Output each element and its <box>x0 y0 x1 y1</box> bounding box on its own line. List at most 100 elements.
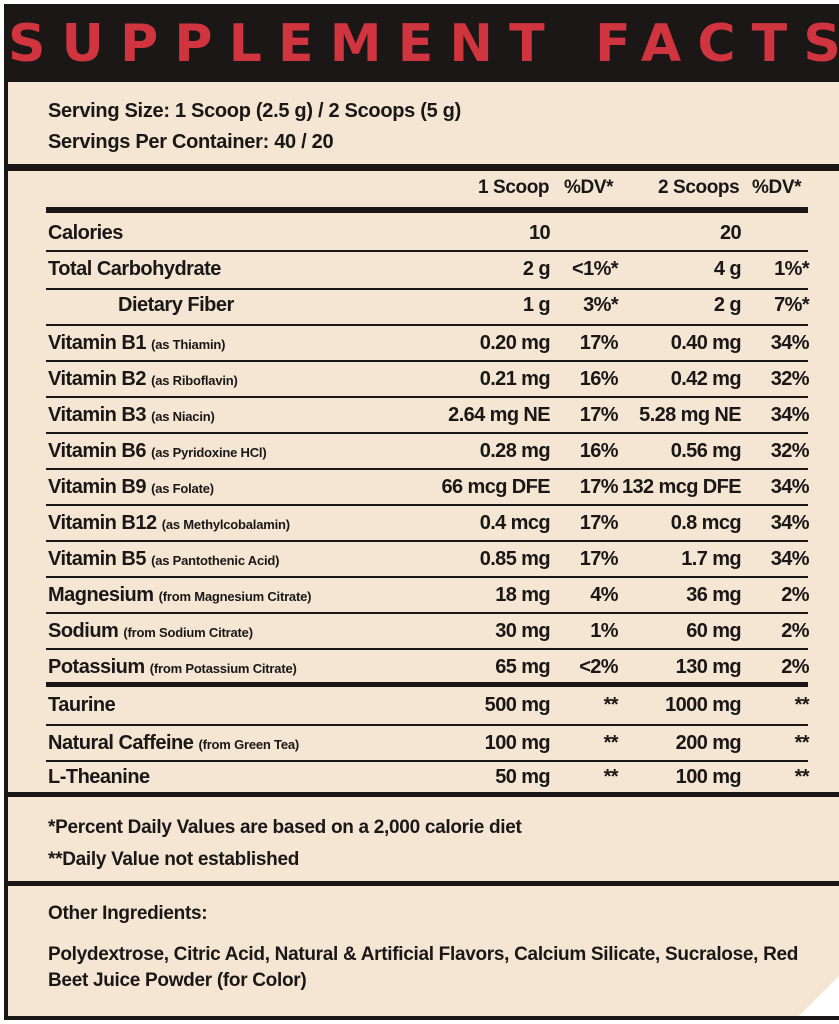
amount-cell: 0.42 mg <box>670 368 742 390</box>
amount-cell: 18 mg <box>495 584 550 606</box>
amount-cell: 2 g <box>522 258 551 280</box>
amount-cell: 0.21 mg <box>479 368 551 390</box>
nutrient-name: Vitamin B6 (as Pyridoxine HCl) <box>48 440 267 463</box>
dv-cell: ** <box>794 694 810 716</box>
amount-cell: 0.40 mg <box>670 332 742 354</box>
table-row: Vitamin B2 (as Riboflavin) 0.21 mg 16% 0.42… <box>46 362 810 398</box>
amount-cell: 4 g <box>713 258 742 280</box>
amount-cell: 30 mg <box>495 620 550 642</box>
column-header-dv-two: %DV* <box>752 177 802 198</box>
dv-cell: ** <box>794 766 810 788</box>
table-row: Calories 10 20 <box>46 216 808 252</box>
table-row: Total Carbohydrate 2 g <1%* 4 g 1%* <box>46 254 810 290</box>
dv-cell: 17% <box>579 476 619 498</box>
dv-cell: 34% <box>770 476 810 498</box>
nutrient-label: Vitamin B12 <box>48 512 157 534</box>
header-divider <box>46 207 808 213</box>
dv-cell: 16% <box>579 368 619 390</box>
dv-cell: 34% <box>770 548 810 570</box>
amount-cell: 50 mg <box>495 766 550 788</box>
nutrient-source: (as Pantothenic Acid) <box>151 553 280 568</box>
dv-cell: 17% <box>579 512 619 534</box>
thick-divider <box>8 164 839 171</box>
dv-footnote: *Percent Daily Values are based on a 2,0… <box>48 817 522 838</box>
amount-cell: 100 mg <box>484 732 551 754</box>
amount-cell: 65 mg <box>495 656 550 678</box>
dv-cell: 34% <box>770 404 810 426</box>
nutrient-name: Taurine <box>48 694 116 717</box>
dv-cell: ** <box>603 694 619 716</box>
nutrient-source: (from Green Tea) <box>198 737 300 752</box>
amount-cell: 2.64 mg NE <box>448 404 550 426</box>
nutrient-source: (as Pyridoxine HCl) <box>151 445 267 460</box>
dv-cell: ** <box>603 732 619 754</box>
nutrient-name: Calories <box>48 222 123 245</box>
column-header-dv-one: %DV* <box>564 177 614 198</box>
nutrient-name: Vitamin B9 (as Folate) <box>48 476 214 499</box>
dv-cell: 32% <box>770 440 810 462</box>
nutrient-name: Potassium (from Potassium Citrate) <box>48 656 297 679</box>
dv-cell: 2% <box>781 584 809 606</box>
footnotes: *Percent Daily Values are based on a 2,0… <box>48 812 522 876</box>
dv-cell: 4% <box>590 584 618 606</box>
dv-cell: ** <box>794 732 810 754</box>
dv-cell: 32% <box>770 368 810 390</box>
page-title: SUPPLEMENT FACTS <box>8 14 839 74</box>
nutrient-name: Vitamin B12 (as Methylcobalamin) <box>48 512 290 535</box>
dv-cell: ** <box>603 766 619 788</box>
serving-size: Serving Size: 1 Scoop (2.5 g) / 2 Scoops… <box>48 100 461 122</box>
dv-cell: 1%* <box>774 258 809 280</box>
thick-divider <box>8 881 839 886</box>
dv-cell: 3%* <box>583 294 618 316</box>
servings-per-container: Servings Per Container: 40 / 20 <box>48 131 334 153</box>
other-ingredients: Other Ingredients: Polydextrose, Citric … <box>48 902 808 994</box>
amount-cell: 0.28 mg <box>479 440 551 462</box>
nutrient-source: (as Folate) <box>151 481 214 496</box>
nutrient-label: Total Carbohydrate <box>48 258 221 280</box>
nutrient-source: (as Niacin) <box>151 409 215 424</box>
thick-divider <box>46 682 808 687</box>
dv-cell: 7%* <box>774 294 809 316</box>
nutrient-label: Taurine <box>48 694 116 716</box>
nutrient-label: Potassium <box>48 656 145 678</box>
amount-cell: 1000 mg <box>665 694 741 716</box>
nutrient-source: (as Methylcobalamin) <box>161 517 290 532</box>
nutrient-source: (as Riboflavin) <box>151 373 238 388</box>
supplement-facts-label: SUPPLEMENT FACTS Serving Size: 1 Scoop (… <box>4 4 839 1020</box>
amount-cell: 1 g <box>522 294 551 316</box>
table-row: Vitamin B3 (as Niacin) 2.64 mg NE 17% 5.28 … <box>46 398 810 434</box>
table-row: Taurine 500 mg ** 1000 mg ** <box>46 690 810 726</box>
amount-cell: 20 <box>719 222 742 244</box>
table-row: Vitamin B12 (as Methylcobalamin) 0.4 mcg 1… <box>46 506 810 542</box>
dv-cell: <2% <box>579 656 618 678</box>
nutrient-label: Vitamin B1 <box>48 332 147 354</box>
nutrient-name: Sodium (from Sodium Citrate) <box>48 620 253 643</box>
dv-cell: 2% <box>781 620 809 642</box>
dv-cell: 34% <box>770 332 810 354</box>
amount-cell: 100 mg <box>675 766 742 788</box>
table-row: Sodium (from Sodium Citrate) 30 mg 1% 60 mg… <box>46 614 810 650</box>
column-header-two-scoops: 2 Scoops <box>658 177 740 198</box>
amount-cell: 500 mg <box>484 694 551 716</box>
table-row: Magnesium (from Magnesium Citrate) 18 mg 4… <box>46 578 810 614</box>
table-row: L-Theanine 50 mg ** 100 mg ** <box>46 762 810 794</box>
amount-cell: 60 mg <box>686 620 741 642</box>
nutrient-label: Vitamin B2 <box>48 368 147 390</box>
amount-cell: 130 mg <box>675 656 742 678</box>
amount-cell: 1.7 mg <box>681 548 741 570</box>
nutrient-name: Dietary Fiber <box>118 294 234 317</box>
table-row: Natural Caffeine (from Green Tea) 100 mg *… <box>46 726 810 762</box>
nutrient-label: Vitamin B6 <box>48 440 147 462</box>
nutrient-name: Magnesium (from Magnesium Citrate) <box>48 584 311 607</box>
dv-cell: 16% <box>579 440 619 462</box>
nutrient-source: (as Thiamin) <box>151 337 226 352</box>
other-ingredients-list: Polydextrose, Citric Acid, Natural & Art… <box>48 944 799 991</box>
nutrient-name: L-Theanine <box>48 766 150 789</box>
serving-info: Serving Size: 1 Scoop (2.5 g) / 2 Scoops… <box>48 96 461 158</box>
nutrient-label: Dietary Fiber <box>118 294 234 316</box>
thick-divider <box>8 792 839 797</box>
amount-cell: 0.4 mcg <box>479 512 551 534</box>
nutrient-label: Vitamin B3 <box>48 404 147 426</box>
nutrient-name: Vitamin B5 (as Pantothenic Acid) <box>48 548 279 571</box>
table-row: Vitamin B9 (as Folate) 66 mcg DFE 17% 132 m… <box>46 470 810 506</box>
